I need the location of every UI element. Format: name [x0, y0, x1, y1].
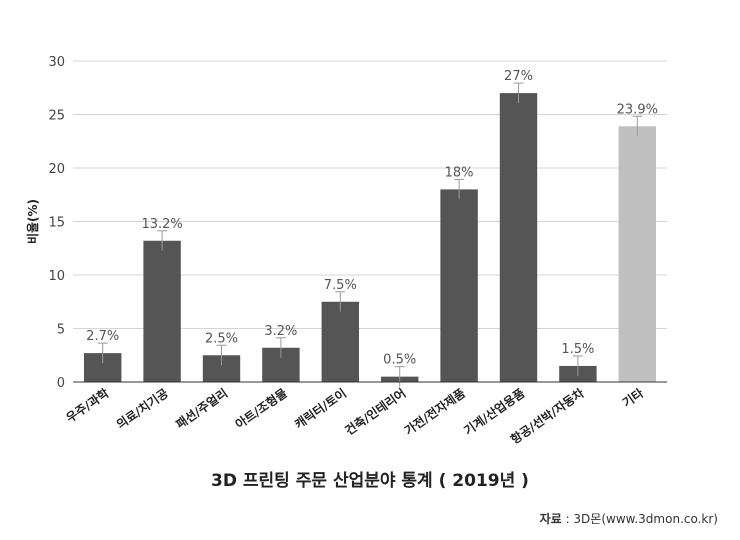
y-tick-label: 0: [57, 376, 65, 391]
x-tick-label: 캐릭터/토이: [292, 385, 349, 431]
x-tick-label: 의료/치기공: [113, 385, 170, 431]
error-bar: [97, 342, 108, 364]
y-tick-label: 5: [57, 323, 65, 338]
data-label: 3.2%: [264, 324, 297, 339]
x-tick-label: 가전/전자제품: [401, 385, 467, 438]
bar: [321, 301, 360, 382]
error-bar: [157, 230, 168, 251]
error-bar: [454, 178, 465, 200]
data-label: 18%: [445, 165, 474, 180]
y-tick-label: 30: [48, 55, 65, 70]
y-tick-label: 10: [48, 269, 65, 284]
error-bar: [572, 355, 583, 376]
chart-title: 3D 프린팅 주문 산업분야 통계 ( 2019년 ): [211, 471, 529, 491]
error-bar: [394, 366, 405, 387]
data-label: 23.9%: [617, 102, 658, 117]
bar: [618, 126, 657, 383]
y-axis-label: 비율(%): [25, 199, 40, 244]
data-labels: 2.7% 13.2% 2.5% 3.2% 7.5% 0.5% 18% 27% 1.5% 23.9%: [86, 69, 658, 368]
bar: [499, 93, 538, 382]
data-label: 2.5%: [205, 331, 238, 346]
error-bar: [335, 291, 346, 312]
y-tick-label: 25: [48, 109, 65, 124]
bar: [440, 189, 478, 382]
x-tick-label: 기타: [619, 385, 646, 410]
bar: [143, 240, 181, 382]
source-note: 자료 : 3D몬(www.3dmon.co.kr): [540, 510, 718, 527]
error-bar: [632, 115, 643, 137]
y-tick-label: 15: [48, 216, 65, 231]
error-bars: [97, 82, 643, 387]
data-label: 2.7%: [86, 329, 119, 344]
bars: [83, 93, 657, 383]
x-tick-label: 아트/조형물: [232, 385, 289, 431]
source-text: : 3D몬(www.3dmon.co.kr): [561, 512, 718, 526]
data-label: 13.2%: [141, 217, 182, 232]
x-axis-labels: 우주/과학 의료/치기공 패션/주얼리 아트/조형물 캐릭터/토이건축/인테리어가전/전…: [63, 385, 646, 447]
x-tick-label: 우주/과학: [63, 385, 111, 425]
x-tick-label: 패션/주얼리: [173, 385, 230, 431]
y-axis-ticks: 0 5 10 15 20 25 30: [48, 55, 65, 391]
error-bar: [216, 344, 227, 366]
y-tick-label: 20: [48, 162, 65, 177]
error-bar: [513, 82, 524, 104]
x-tick-label: 건축/인테리어: [342, 385, 408, 438]
data-label: 7.5%: [324, 278, 357, 293]
source-label: 자료: [539, 512, 562, 526]
data-label: 0.5%: [383, 353, 416, 368]
data-label: 27%: [504, 69, 533, 84]
data-label: 1.5%: [561, 342, 594, 357]
error-bar: [275, 337, 286, 358]
